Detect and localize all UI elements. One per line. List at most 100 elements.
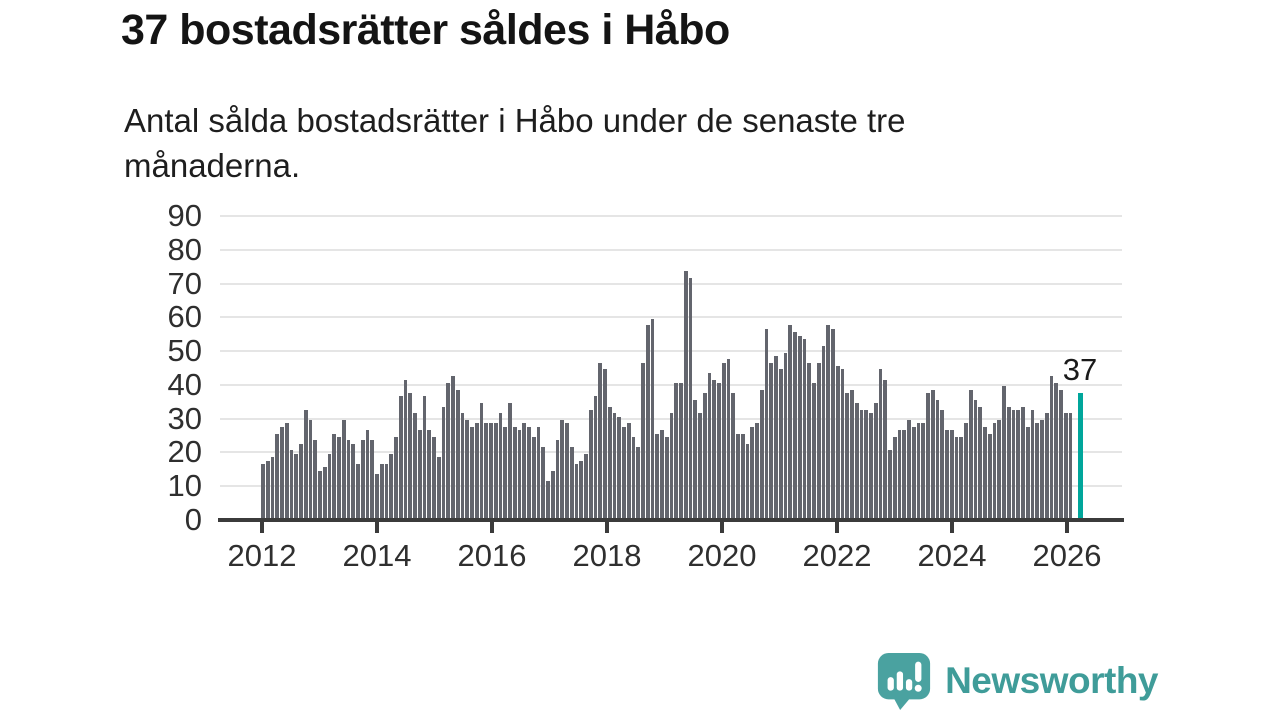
bar [536, 426, 541, 518]
bar [945, 430, 949, 518]
bar [522, 423, 527, 518]
bar [769, 362, 774, 518]
bar [854, 403, 859, 518]
bar [954, 436, 959, 518]
bar [816, 362, 821, 518]
gridline-80 [220, 248, 1122, 251]
bar [498, 413, 503, 518]
x-axis-tick [260, 522, 264, 533]
x-axis-tick [950, 522, 954, 533]
y-axis-label: 30 [167, 400, 202, 436]
bar [707, 372, 712, 518]
bar [873, 403, 878, 518]
bar [422, 396, 427, 518]
bar [1063, 413, 1068, 518]
bar [360, 440, 365, 518]
bar [275, 433, 280, 518]
bar [270, 457, 275, 518]
chart-subtitle: Antal sålda bostadsrätter i Håbo under d… [124, 102, 906, 185]
bar [764, 328, 769, 518]
highlight-bar [1078, 393, 1083, 518]
bar [664, 436, 669, 518]
x-axis-label: 2024 [917, 538, 987, 573]
bar [622, 426, 626, 518]
bar [1011, 409, 1016, 518]
bar [835, 366, 840, 518]
bar [584, 453, 588, 518]
bar [726, 359, 731, 518]
bar [432, 436, 436, 518]
y-axis-label: 40 [167, 366, 202, 402]
bar [1016, 409, 1021, 518]
bar [755, 423, 759, 518]
bar [1044, 413, 1049, 518]
bar [460, 413, 465, 518]
bar [997, 420, 1002, 518]
bar [930, 389, 935, 518]
y-axis-label: 80 [167, 231, 202, 267]
bar [451, 376, 455, 518]
bar [493, 423, 498, 518]
bar [731, 393, 736, 518]
bar [750, 426, 755, 518]
bar [641, 362, 645, 518]
x-axis-label: 2014 [342, 538, 412, 573]
bar [1006, 406, 1011, 518]
bar [555, 440, 560, 518]
bar [398, 396, 403, 518]
newsworthy-logo: Newsworthy [875, 650, 1158, 712]
bar [679, 382, 683, 518]
bar [303, 409, 308, 518]
x-axis-label: 2016 [457, 538, 527, 573]
bar [370, 440, 375, 518]
bar [926, 393, 930, 518]
bar [365, 430, 370, 518]
bar [778, 369, 783, 518]
bar [261, 463, 265, 518]
y-axis-label: 50 [167, 333, 202, 369]
bar [308, 420, 313, 518]
bar [1021, 406, 1025, 518]
bar [864, 409, 869, 518]
x-axis-tick [605, 522, 609, 533]
y-axis-label: 20 [167, 434, 202, 470]
x-axis-tick [490, 522, 494, 533]
bar [721, 362, 726, 518]
bar [660, 430, 664, 518]
bar [379, 463, 384, 518]
bar [560, 420, 565, 518]
bar [356, 463, 360, 518]
bar [759, 389, 764, 518]
bar [959, 436, 964, 518]
y-axis-label: 10 [167, 468, 202, 504]
bar [527, 426, 531, 518]
gridline-60 [220, 316, 1122, 319]
bar [888, 450, 892, 518]
bar [973, 399, 978, 518]
bar [441, 406, 446, 518]
bar [375, 474, 379, 518]
bar [384, 463, 389, 518]
bar [565, 423, 569, 518]
bar [389, 453, 394, 518]
bar [840, 369, 845, 518]
bar [1025, 426, 1030, 518]
bar [1049, 376, 1054, 518]
bar [617, 416, 622, 518]
bar [489, 423, 493, 518]
bar [427, 430, 432, 518]
bar [736, 433, 740, 518]
y-axis-label: 70 [167, 265, 202, 301]
bar [607, 406, 612, 518]
bar [455, 389, 460, 518]
bar [265, 460, 270, 518]
y-axis-label: 0 [184, 502, 202, 537]
bar [674, 382, 679, 518]
bar [1030, 409, 1035, 518]
bar [821, 345, 826, 518]
bar [598, 362, 603, 518]
newsworthy-logo-icon [875, 651, 933, 711]
bar [1054, 382, 1059, 518]
newsworthy-logo-text: Newsworthy [945, 660, 1158, 701]
bar [793, 332, 797, 518]
